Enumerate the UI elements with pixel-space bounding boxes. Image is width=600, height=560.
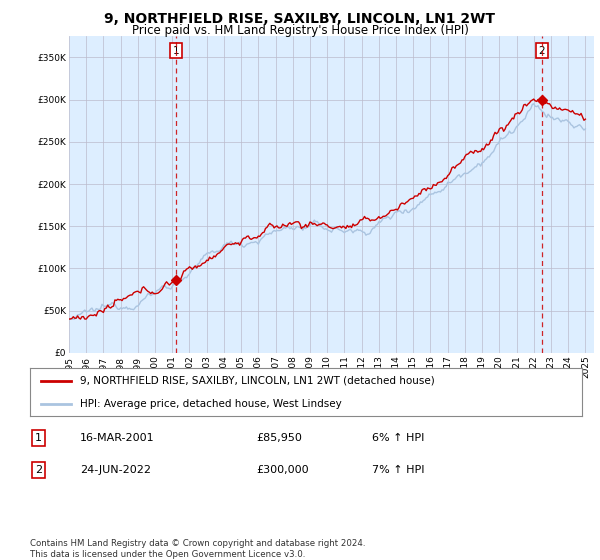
Text: 9, NORTHFIELD RISE, SAXILBY, LINCOLN, LN1 2WT (detached house): 9, NORTHFIELD RISE, SAXILBY, LINCOLN, LN… bbox=[80, 376, 434, 386]
Text: 1: 1 bbox=[35, 433, 42, 443]
Text: 16-MAR-2001: 16-MAR-2001 bbox=[80, 433, 154, 443]
Text: Price paid vs. HM Land Registry's House Price Index (HPI): Price paid vs. HM Land Registry's House … bbox=[131, 24, 469, 36]
Text: £300,000: £300,000 bbox=[256, 465, 309, 475]
Text: 2: 2 bbox=[539, 46, 545, 56]
Text: 1: 1 bbox=[173, 46, 179, 56]
Text: 24-JUN-2022: 24-JUN-2022 bbox=[80, 465, 151, 475]
Text: HPI: Average price, detached house, West Lindsey: HPI: Average price, detached house, West… bbox=[80, 399, 341, 409]
Text: 2: 2 bbox=[35, 465, 42, 475]
Text: 6% ↑ HPI: 6% ↑ HPI bbox=[372, 433, 425, 443]
Text: Contains HM Land Registry data © Crown copyright and database right 2024.
This d: Contains HM Land Registry data © Crown c… bbox=[30, 539, 365, 559]
Text: £85,950: £85,950 bbox=[256, 433, 302, 443]
Text: 9, NORTHFIELD RISE, SAXILBY, LINCOLN, LN1 2WT: 9, NORTHFIELD RISE, SAXILBY, LINCOLN, LN… bbox=[104, 12, 496, 26]
Text: 7% ↑ HPI: 7% ↑ HPI bbox=[372, 465, 425, 475]
